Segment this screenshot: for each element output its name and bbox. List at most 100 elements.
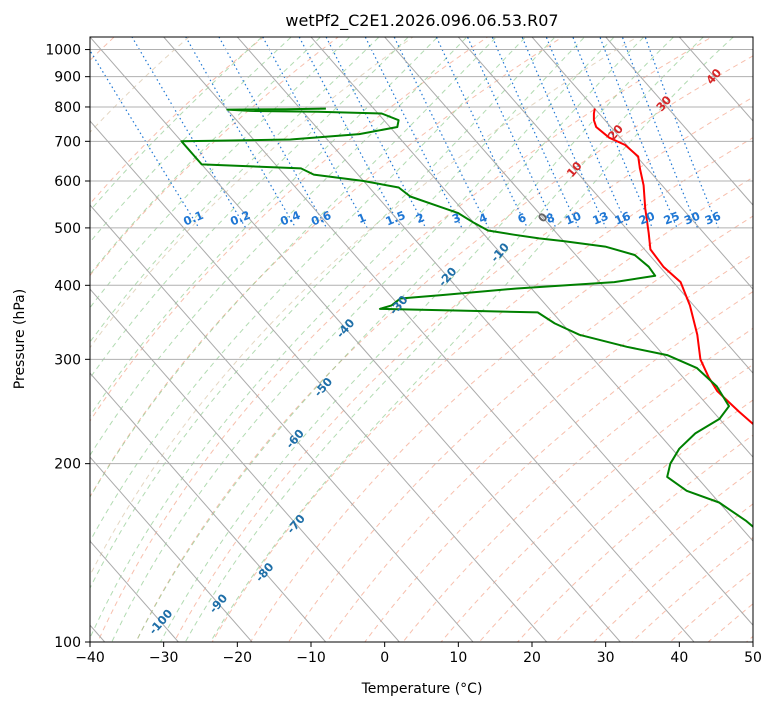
mixing-ratio-line: [435, 37, 528, 229]
mixing-ratio-line: [262, 37, 368, 229]
mixing-ratio-label: 36: [703, 209, 723, 228]
moist-adiabat-line: [135, 37, 645, 642]
isotherm-line: [90, 120, 548, 642]
y-tick-label: 500: [54, 221, 81, 237]
dry-adiabat-line: [173, 96, 753, 642]
x-tick-label: −30: [149, 650, 179, 666]
isotherm-line: [605, 37, 753, 206]
y-tick-label: 300: [54, 352, 81, 368]
isotherm-label: -30: [386, 293, 410, 318]
mixing-ratio-label: 6: [516, 210, 529, 226]
plot-area: [90, 25, 775, 655]
moist-adiabat-line: [90, 37, 380, 343]
dry-adiabat-line: [326, 253, 753, 642]
x-tick-label: 20: [523, 650, 541, 666]
isotherm-line: [90, 540, 180, 642]
mixing-ratio-line: [218, 37, 328, 229]
isotherm-label: -40: [333, 316, 357, 341]
dry-adiabat-line: [211, 137, 753, 642]
mixing-ratio-label: 25: [661, 209, 681, 228]
moist-adiabat-line: [184, 37, 705, 642]
y-tick-label: 900: [54, 70, 81, 86]
dry-adiabat-line: [135, 55, 753, 642]
isotherm-line: [90, 288, 401, 642]
isotherm-label: -10: [488, 240, 512, 265]
moist-adiabat-line: [90, 37, 292, 243]
mixing-ratio-label: 0.4: [278, 208, 302, 229]
dry-adiabat-line: [90, 37, 190, 134]
dry-adiabat-line: [516, 434, 753, 642]
mixing-ratio-label: 10: [563, 209, 583, 228]
mixing-ratio-label: 2: [414, 210, 427, 226]
x-axis-label: Temperature (°C): [361, 681, 483, 697]
dry-adiabat-line: [287, 215, 753, 642]
isotherm-label: 20: [605, 122, 626, 143]
moist-adiabat-line: [90, 37, 468, 457]
dry-adiabat-line: [707, 603, 753, 642]
dry-adiabat-line: [554, 469, 753, 642]
plot-frame: [89, 36, 754, 643]
dry-adiabat-line: [769, 25, 775, 655]
dry-adiabat-line: [97, 37, 713, 642]
mixing-ratio-line: [466, 37, 557, 229]
isotherm-label: -70: [284, 512, 308, 537]
mixing-ratio-label: 3: [450, 210, 463, 226]
dry-adiabat-line: [90, 37, 340, 277]
isotherm-line: [236, 37, 753, 626]
mixing-ratio-label: 20: [637, 209, 657, 228]
moist-adiabat-line: [90, 37, 527, 543]
chart-title: wetPf2_C2E1.2026.096.06.53.R07: [285, 11, 558, 31]
moist-adiabat-line: [90, 37, 263, 212]
x-tick-label: 0: [380, 650, 389, 666]
moist-adiabat-line: [90, 37, 497, 498]
y-axis-label: Pressure (hPa): [12, 289, 28, 389]
pressure-gridlines: [90, 49, 753, 642]
x-tick-label: −10: [296, 650, 326, 666]
dry-adiabat-line: [478, 399, 753, 642]
y-tick-label: 100: [54, 635, 81, 651]
dewpoint-profile-line: [180, 107, 753, 529]
isotherm-line: [678, 37, 753, 122]
dry-adiabat-line: [90, 37, 265, 205]
isotherm-line: [531, 37, 753, 290]
mixing-ratio-label: 16: [613, 209, 633, 228]
isotherm-line: [752, 37, 753, 38]
y-tick-label: 800: [54, 100, 81, 116]
isotherm-label: -80: [252, 560, 276, 585]
isotherm-line: [90, 456, 253, 642]
y-tick-label: 600: [54, 174, 81, 190]
dry-adiabat-line: [440, 363, 753, 642]
y-ticks: 100 200 300 400 500 600 700 800 900 1000: [45, 43, 90, 651]
dry-adiabat-line: [402, 327, 753, 642]
isotherm-line: [90, 37, 622, 642]
moist-adiabat-line: [160, 37, 675, 642]
y-tick-label: 200: [54, 457, 81, 473]
isotherm-label: 30: [653, 93, 674, 114]
isotherm-lines: [90, 37, 753, 642]
mixing-ratio-line: [298, 37, 402, 229]
y-tick-label: 400: [54, 278, 81, 294]
mixing-ratio-line: [644, 37, 719, 229]
moist-adiabat-line: [90, 37, 586, 640]
x-tick-label: −20: [223, 650, 253, 666]
moist-adiabat-line: [90, 37, 556, 590]
temperature-profile-line: [592, 108, 753, 426]
y-tick-label: 1000: [45, 43, 81, 59]
mixing-ratio-label: 30: [682, 209, 702, 228]
x-tick-label: 10: [449, 650, 467, 666]
mixing-ratio-label: 4: [477, 210, 490, 226]
isotherm-line: [90, 372, 327, 642]
x-tick-label: 30: [597, 650, 615, 666]
mixing-ratio-line: [393, 37, 490, 229]
mixing-ratio-line: [185, 37, 297, 229]
dry-adiabat-line: [90, 37, 564, 498]
isotherm-label: -90: [206, 591, 230, 616]
isotherm-label: -60: [283, 426, 307, 451]
mixing-ratio-label: 1: [355, 210, 368, 226]
isotherm-label: 10: [564, 159, 585, 180]
isotherm-label: -100: [146, 606, 175, 637]
x-ticks: −40 −30 −20 −10 0 10 20 30 40 50: [75, 642, 762, 666]
